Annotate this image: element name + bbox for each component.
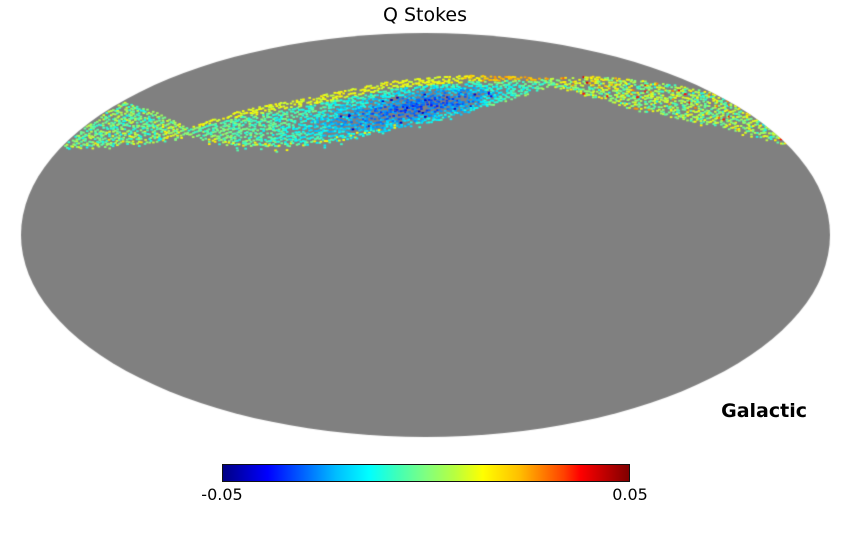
colorbar-max-label: 0.05	[612, 485, 648, 504]
colorbar	[222, 464, 630, 482]
plot-title: Q Stokes	[382, 4, 468, 26]
coordinate-system-label: Galactic	[721, 400, 807, 422]
colorbar-min-label: -0.05	[201, 485, 243, 504]
